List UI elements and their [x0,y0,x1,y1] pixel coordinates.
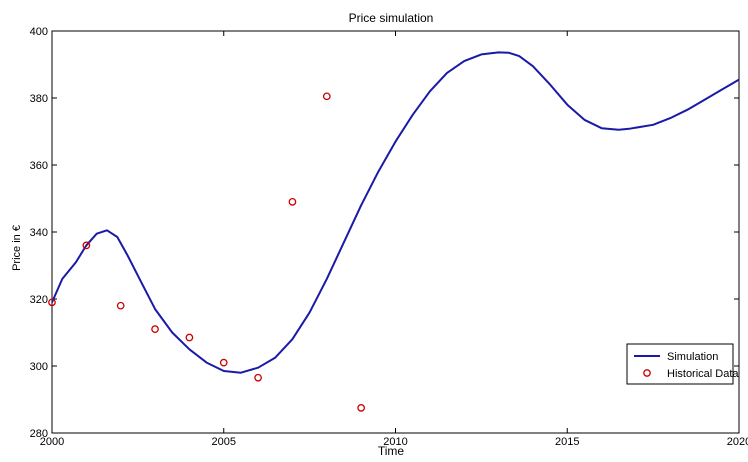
historical-data-point [82,241,91,250]
x-axis-label: Time [378,444,405,457]
historical-data-point [48,298,56,307]
y-tick-label: 340 [30,227,48,239]
y-tick-label: 360 [30,160,48,172]
legend-simulation-label: Simulation [667,351,718,363]
x-tick-label: 2010 [383,436,407,448]
historical-data-point [288,198,297,206]
x-tick-label: 2020 [727,436,748,448]
legend-box [626,343,734,385]
chart-title: Price simulation [349,11,434,25]
historical-data-point [322,92,331,101]
x-tick-label: 2015 [555,436,579,448]
y-tick-label: 320 [30,294,48,306]
y-tick-label: 380 [30,93,48,105]
axis-ticks: 2000 2005 2010 2015 2020 280 300 320 340 360 380 40… [30,26,748,448]
series-layer [48,51,740,412]
x-tick-label: 2000 [40,436,64,448]
x-tick-label: 2005 [212,436,236,448]
y-tick-label: 400 [30,26,48,38]
legend-historical-label: Historical Data [667,368,739,380]
historical-data-point [185,333,194,342]
simulation-line [51,51,740,374]
historical-data-point [254,373,262,382]
y-tick-label: 280 [30,428,48,440]
y-axis-label: Price in € [11,225,23,271]
y-tick-label: 300 [30,361,48,373]
historical-data-point [116,301,125,310]
historical-data-point [357,404,365,412]
legend: Simulation Historical Data [626,343,739,385]
historical-data-point [219,358,228,367]
legend-historical-marker [643,369,651,377]
historical-data-point [151,325,159,333]
